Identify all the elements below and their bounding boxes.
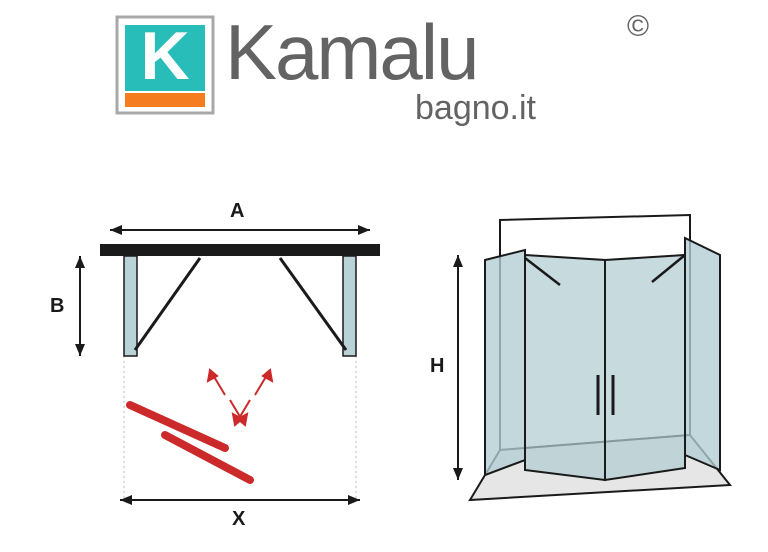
label-x: X [232,508,245,531]
label-a: A [230,200,244,223]
svg-text:K: K [140,18,189,94]
label-h: H [430,355,444,378]
label-b: B [50,295,64,318]
perspective-diagram [430,200,750,540]
logo-icon: K [115,15,215,115]
logo-main-text: Kamalu [225,7,477,98]
logo-sub-text: bagno.it [415,89,536,128]
logo-copyright: © [627,10,649,44]
logo: K Kamalu © bagno.it [115,15,655,125]
top-view-diagram [30,200,430,540]
diagrams-area: A B X H [0,200,768,540]
